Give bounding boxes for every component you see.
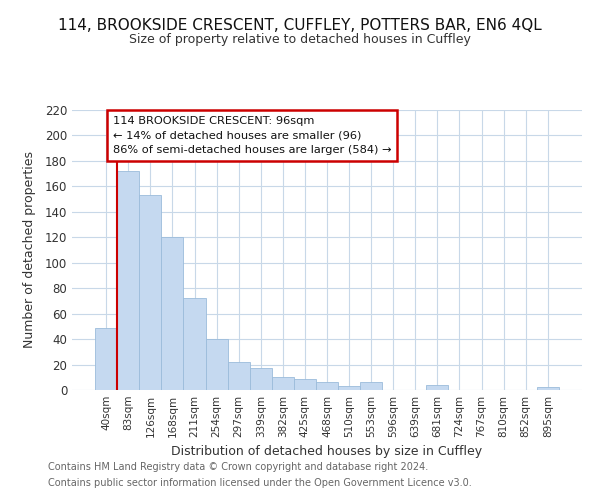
- Bar: [338, 386, 360, 390]
- Text: Contains public sector information licensed under the Open Government Licence v3: Contains public sector information licen…: [48, 478, 472, 488]
- Bar: [250, 368, 272, 390]
- Y-axis label: Number of detached properties: Number of detached properties: [23, 152, 37, 348]
- Bar: [206, 339, 227, 390]
- Bar: [117, 171, 139, 390]
- Bar: [95, 328, 117, 390]
- Bar: [294, 378, 316, 390]
- Bar: [161, 238, 184, 390]
- Bar: [184, 298, 206, 390]
- Bar: [139, 196, 161, 390]
- X-axis label: Distribution of detached houses by size in Cuffley: Distribution of detached houses by size …: [172, 446, 482, 458]
- Text: Size of property relative to detached houses in Cuffley: Size of property relative to detached ho…: [129, 32, 471, 46]
- Bar: [537, 388, 559, 390]
- Text: 114 BROOKSIDE CRESCENT: 96sqm
← 14% of detached houses are smaller (96)
86% of s: 114 BROOKSIDE CRESCENT: 96sqm ← 14% of d…: [113, 116, 391, 155]
- Bar: [272, 378, 294, 390]
- Text: 114, BROOKSIDE CRESCENT, CUFFLEY, POTTERS BAR, EN6 4QL: 114, BROOKSIDE CRESCENT, CUFFLEY, POTTER…: [58, 18, 542, 32]
- Bar: [316, 382, 338, 390]
- Bar: [227, 362, 250, 390]
- Bar: [427, 385, 448, 390]
- Text: Contains HM Land Registry data © Crown copyright and database right 2024.: Contains HM Land Registry data © Crown c…: [48, 462, 428, 472]
- Bar: [360, 382, 382, 390]
